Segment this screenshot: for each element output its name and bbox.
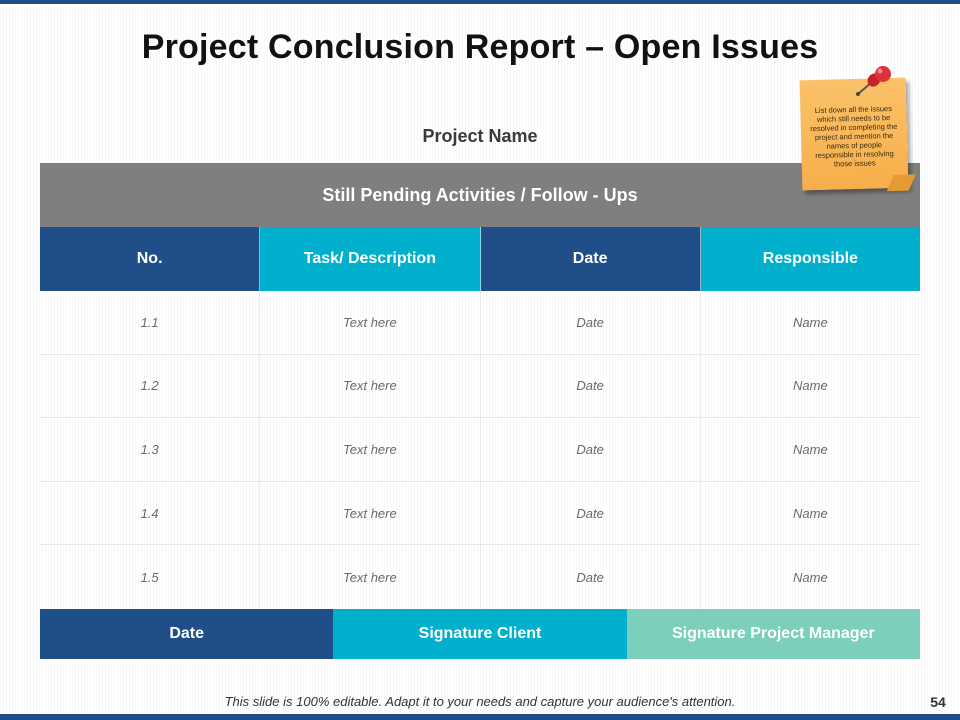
table-row: 1.3 Text here Date Name: [40, 418, 920, 482]
cell-no: 1.1: [40, 291, 261, 354]
cell-responsible: Name: [793, 569, 828, 585]
column-header-task: Task/ Description: [260, 227, 481, 291]
pending-activities-heading: Still Pending Activities / Follow - Ups: [40, 163, 920, 227]
cell-responsible: Name: [793, 505, 828, 521]
cell-date: Date: [481, 354, 701, 418]
cell-no: 1.3: [40, 418, 261, 481]
sticky-note-text: List down all the issues which still nee…: [810, 104, 898, 169]
cell-date: Date: [481, 545, 701, 609]
cell-no: 1.2: [40, 354, 261, 418]
signature-row: Date Signature Client Signature Project …: [40, 609, 920, 659]
column-header-date: Date: [480, 227, 701, 291]
editable-note: This slide is 100% editable. Adapt it to…: [224, 694, 736, 709]
table-row: 1.2 Text here Date Name: [40, 354, 920, 419]
table-body: 1.1 Text here Date Name 1.2 Text here Da…: [40, 291, 920, 609]
page-title: Project Conclusion Report – Open Issues: [141, 28, 819, 66]
top-accent-bar: [0, 0, 960, 4]
pushpin-icon: [856, 66, 891, 96]
cell-date: Date: [481, 481, 701, 545]
cell-task: Text here: [260, 545, 481, 609]
cell-responsible: Name: [793, 441, 828, 457]
cell-date: Date: [481, 418, 701, 481]
column-header-no: No.: [40, 227, 261, 291]
table-row: 1.4 Text here Date Name: [40, 481, 920, 546]
cell-no: 1.4: [40, 481, 261, 545]
column-header-responsible: Responsible: [700, 227, 920, 291]
cell-task: Text here: [260, 418, 481, 481]
cell-task: Text here: [260, 481, 481, 545]
page-number: 54: [930, 694, 946, 710]
footer-date: Date: [40, 609, 334, 659]
cell-no: 1.5: [40, 545, 261, 609]
table-row: 1.5 Text here Date Name: [40, 545, 920, 609]
cell-responsible: Name: [793, 378, 828, 394]
cell-task: Text here: [260, 291, 481, 354]
cell-date: Date: [481, 291, 701, 354]
table-row: 1.1 Text here Date Name: [40, 291, 920, 355]
project-name-label: Project Name: [422, 126, 538, 146]
cell-responsible: Name: [793, 314, 828, 330]
table-header-row: No. Task/ Description Date Responsible: [40, 227, 920, 291]
footer-signature-client: Signature Client: [333, 609, 627, 659]
cell-task: Text here: [260, 354, 481, 418]
footer-signature-project-manager: Signature Project Manager: [626, 609, 920, 659]
bottom-accent-bar: [0, 714, 960, 720]
